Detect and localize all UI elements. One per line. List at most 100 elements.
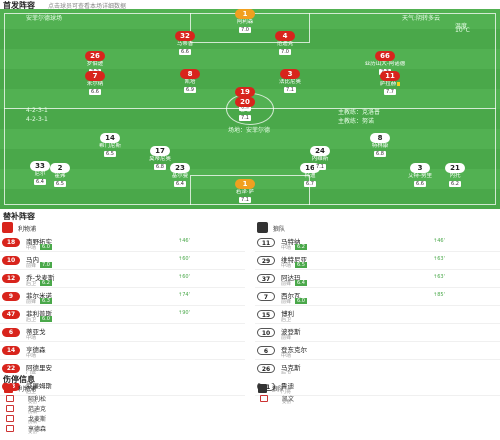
away-player[interactable]: 3 艾特-努里 6.6 (390, 163, 450, 187)
home-player-rating: 7.7 (384, 89, 396, 95)
away-player[interactable]: 21 内托 6.2 (425, 163, 485, 187)
away-sub-name: 波登斯 (281, 328, 301, 336)
away-sub-row[interactable]: 29 维特尼亚 中场 6.5 ↑63' (255, 252, 500, 270)
home-sub-minute: ↑60' (178, 274, 190, 280)
home-sub-number: 47 (2, 310, 20, 319)
away-sub-position: 门将 (281, 389, 292, 395)
away-sub-rating: 6.4 (295, 280, 307, 286)
away-player[interactable]: 14 希门尼斯 6.5 (80, 133, 140, 157)
home-subs-team: 利物浦 (0, 222, 245, 234)
away-player-number: 24 (310, 146, 330, 156)
away-penalty-box (190, 175, 310, 205)
away-player[interactable]: 8 特林康 6.8 (350, 133, 410, 157)
away-sub-row[interactable]: 11 马特纳 中场 6.2 ↑46' (255, 234, 500, 252)
away-injury-name: 凯文 (282, 396, 295, 403)
home-player[interactable]: 20 若塔 7.1 (215, 97, 275, 121)
away-player-name: 若泽·萨 (235, 189, 255, 195)
injury-row: 亨德森 受伤 (0, 424, 500, 435)
away-sub-name: 阿达玛 (281, 274, 301, 282)
home-subs-team-name: 利物浦 (18, 226, 37, 233)
home-sub-row[interactable]: 9 菲尔米诺 前锋 6.3 ↑74' (0, 288, 245, 306)
home-sub-row[interactable]: 10 马内 前锋 7.0 ↑60' (0, 252, 245, 270)
home-player[interactable]: 11 萨拉赫 7.7 (360, 71, 420, 95)
injury-icon (6, 395, 14, 402)
home-sub-name: 马内 (26, 256, 39, 264)
away-player-number: 8 (370, 133, 390, 143)
home-sub-rating: 6.3 (40, 298, 52, 304)
away-player-name: 科迪 (304, 173, 316, 179)
away-player[interactable]: 33 尼尔 6.4 (10, 161, 70, 185)
away-player-number: 23 (170, 163, 190, 173)
injury-icon (6, 405, 14, 412)
home-sub-row[interactable]: 14 亨德森 中场 (0, 342, 245, 360)
home-player-name: 若塔 (239, 107, 251, 113)
away-sub-row[interactable]: 15 博利 后卫 (255, 306, 500, 324)
home-sub-position: 中场 (26, 245, 37, 251)
away-sub-name: 维特尼亚 (281, 256, 307, 264)
home-sub-row[interactable]: 47 菲利普斯 后卫 6.0 ↑90' (0, 306, 245, 324)
away-player[interactable]: 2 霍弗 6.5 (30, 163, 90, 187)
away-player-number: 14 (100, 133, 120, 143)
injury-icon (6, 415, 14, 422)
home-player-name: 亚历山大-阿诺德 (364, 61, 406, 67)
pitch: 安菲尔德球场 天气:阴转多云 温度 10°C 4-2-3-1 4-2-3-1 场… (0, 9, 500, 209)
home-sub-minute: ↑46' (178, 238, 190, 244)
home-sub-row[interactable]: 6 蒂亚戈 中场 (0, 324, 245, 342)
home-player[interactable]: 4 范迪克 7.0 (255, 31, 315, 55)
away-sub-row[interactable]: 10 波登斯 前锋 (255, 324, 500, 342)
home-sub-position: 前锋 (26, 263, 37, 269)
away-sub-row[interactable]: 6 登东克尔 中场 (255, 342, 500, 360)
away-sub-position: 前锋 (281, 335, 292, 341)
away-player-number: 3 (410, 163, 430, 173)
away-sub-rating: 6.0 (295, 298, 307, 304)
home-sub-number: 18 (2, 238, 20, 247)
injuries-section: 利物浦 狼队 阿利松 受伤 凯文 受伤 范迪克 伤病 戈麦斯 伤病 亨德森 受伤 (0, 384, 500, 435)
away-player[interactable]: 23 基尔曼 6.4 (150, 163, 210, 187)
home-player[interactable]: 7 米尔纳 6.6 (65, 71, 125, 95)
away-subs-column: 狼队 11 马特纳 中场 6.2 ↑46' 29 维特尼亚 中场 6.5 ↑63' 37 阿达玛 前锋 6… (255, 222, 500, 396)
away-sub-row[interactable]: 7 西尔瓦 前锋 6.0 ↑85' (255, 288, 500, 306)
home-player-name: 米尔纳 (86, 81, 104, 87)
home-sub-number: 12 (2, 274, 20, 283)
home-sub-name: 乔-戈麦斯 (26, 274, 55, 282)
injuries-title: 伤停信息 (3, 375, 35, 384)
home-sub-rating: 7.0 (40, 262, 52, 268)
injuries-team-row: 利物浦 狼队 (0, 384, 500, 394)
lineup-title: 首发阵容 (3, 1, 35, 10)
away-sub-row[interactable]: 37 阿达玛 前锋 6.4 ↑63' (255, 270, 500, 288)
home-player-number: 26 (85, 51, 105, 61)
home-player[interactable]: 32 马蒂普 6.6 (155, 31, 215, 55)
home-player-name: 凯塔 (184, 79, 196, 85)
home-formation: 4-2-3-1 (26, 107, 48, 114)
home-penalty-box (190, 13, 310, 43)
away-player-number: 33 (30, 161, 50, 171)
away-sub-name: 博利 (281, 310, 294, 318)
away-sub-number: 26 (257, 364, 275, 373)
home-sub-name: 阿德里安 (26, 364, 52, 372)
away-player[interactable]: 16 科迪 6.7 (280, 163, 340, 187)
away-player[interactable]: 1 若泽·萨 7.1 (215, 179, 275, 203)
away-sub-name: 马克斯 (281, 364, 301, 372)
home-player[interactable]: 1 阿利森 7.0 (215, 9, 275, 33)
home-player-rating: 7.0 (239, 27, 251, 33)
home-sub-row[interactable]: 12 乔-戈麦斯 后卫 6.2 ↑60' (0, 270, 245, 288)
home-player[interactable]: 3 法比尼奥 7.1 (260, 69, 320, 93)
home-sub-number: 9 (2, 292, 20, 301)
away-sub-minute: ↑63' (433, 256, 445, 262)
away-sub-name: 马特纳 (281, 238, 301, 246)
away-player-name: 希门尼斯 (98, 143, 121, 149)
temperature-value: 10°C (455, 27, 470, 34)
away-player[interactable]: 24 内维斯 7.1 (290, 146, 350, 170)
home-player[interactable]: 8 凯塔 6.9 (160, 69, 220, 93)
away-player-rating: 7.1 (314, 164, 326, 170)
away-injury-reason: 受伤 (282, 400, 291, 405)
home-sub-name: 菲利普斯 (26, 310, 52, 318)
away-sub-minute: ↑85' (433, 292, 445, 298)
away-sub-number: 37 (257, 274, 275, 283)
away-player-number: 1 (235, 179, 255, 189)
away-player-name: 内维斯 (311, 156, 329, 162)
away-player[interactable]: 17 莫蒂尼奥 6.8 (130, 146, 190, 170)
home-sub-minute: ↑74' (178, 292, 190, 298)
away-player-rating: 6.8 (374, 151, 386, 157)
home-sub-row[interactable]: 18 南野拓实 中场 6.0 ↑46' (0, 234, 245, 252)
